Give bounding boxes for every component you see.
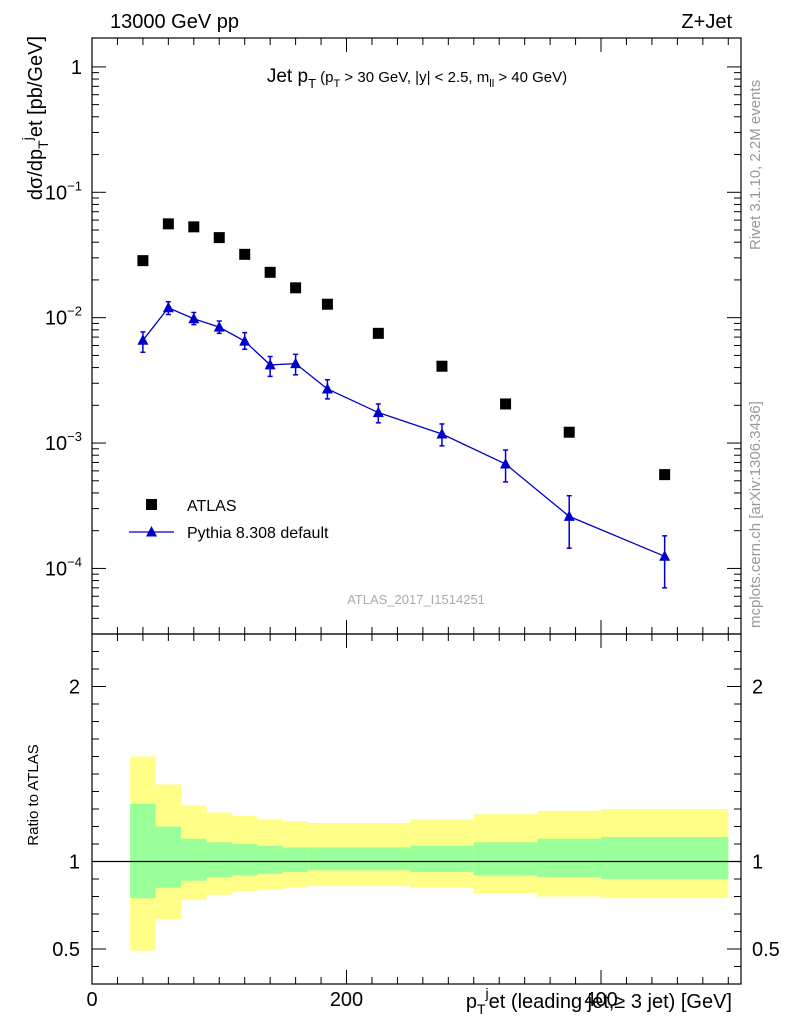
atlas-point	[290, 282, 302, 294]
atlas-point	[563, 426, 575, 438]
band-inner-bin	[206, 842, 232, 878]
atlas-point	[188, 221, 200, 233]
ratio-ylabel: Ratio to ATLAS	[25, 744, 42, 845]
pythia-point	[321, 382, 333, 394]
pythia-point	[659, 550, 671, 561]
legend: ATLAS Pythia 8.308 default	[129, 498, 329, 542]
ratio-xtick-label: 400	[584, 989, 617, 1011]
band-inner-bin	[282, 847, 309, 872]
ratio-panel: 0.5 0.5 1 1 2 2 0 200 400 Ratio to ATLAS pTjet (…	[25, 633, 780, 1017]
band-inner-bin	[257, 845, 283, 874]
title-cut-3: > 40 GeV)	[494, 69, 567, 86]
band-inner-bin	[537, 838, 602, 878]
pythia-line	[142, 306, 665, 557]
atlas-point	[659, 469, 671, 481]
pythia-point	[239, 335, 251, 346]
pythia-point	[213, 321, 225, 332]
atlas-point	[436, 360, 448, 372]
ratio-ytick-label: 0.5	[52, 939, 80, 961]
main-ytick-label: 10−1	[45, 178, 82, 204]
rivet-version-label: Rivet 3.1.10, 2.2M events	[747, 80, 764, 250]
ratio-xlabel: pTjet (leading jet,≥ 3 jet) [GeV]	[466, 985, 732, 1017]
band-inner-bin	[231, 844, 258, 876]
ratio-axes: 0.5 0.5 1 1 2 2 0 200 400	[52, 633, 780, 1011]
ratio-ytick-label: 1	[69, 852, 80, 874]
legend-label-pythia: Pythia 8.308 default	[187, 525, 329, 542]
pythia-point	[264, 358, 276, 370]
band-inner-bin	[473, 842, 538, 876]
main-series	[137, 218, 671, 589]
legend-label-atlas: ATLAS	[187, 498, 237, 515]
ylabel-part-1-sub: T	[35, 140, 51, 149]
ratio-ytick-label-right: 0.5	[752, 939, 780, 961]
legend-marker-pythia	[146, 526, 157, 537]
ratio-xtick-label: 0	[86, 989, 97, 1011]
xlabel-part-1-sup: j	[485, 985, 489, 1001]
pythia-point	[500, 458, 512, 469]
pythia-point	[188, 312, 200, 324]
atlas-point	[213, 232, 225, 244]
title-main-sub: T	[308, 76, 316, 91]
ylabel-part-2: et [pb/GeV]	[25, 36, 47, 137]
ratio-bands	[130, 756, 729, 951]
mcplots-label: mcplots.cern.ch [arXiv:1306.3436]	[747, 401, 764, 628]
atlas-point	[372, 327, 384, 339]
pythia-point	[162, 301, 174, 313]
ylabel-part-1: dσ/dp	[25, 149, 47, 200]
ratio-ytick-label-right: 2	[752, 677, 763, 699]
analysis-watermark: ATLAS_2017_I1514251	[347, 592, 485, 607]
main-title: Jet pT (pT > 30 GeV, |y| < 2.5, mll > 40…	[267, 66, 567, 91]
band-inner-bin	[346, 847, 411, 871]
atlas-point	[239, 248, 251, 260]
atlas-point	[321, 298, 333, 310]
main-panel: 110−110−210−310−4 Jet pT (pT > 30 GeV, |…	[19, 36, 742, 635]
band-inner-bin	[181, 838, 207, 881]
band-inner-bin	[130, 803, 156, 899]
atlas-point	[264, 266, 276, 278]
main-ytick-label: 1	[71, 57, 82, 79]
pythia-point	[137, 334, 149, 345]
ylabel-part-1-sup: j	[19, 137, 35, 141]
main-frame	[91, 37, 742, 635]
main-ytick-label: 10−3	[45, 429, 82, 455]
legend-marker-atlas	[146, 499, 157, 510]
atlas-point	[500, 398, 512, 410]
xlabel-part-1-sub: T	[477, 1001, 486, 1017]
title-cut-2-sub: ll	[489, 78, 494, 90]
pythia-point	[372, 406, 384, 418]
xlabel-part-2: et (leading jet,≥ 3 jet) [GeV]	[489, 991, 732, 1013]
ratio-ytick-label-right: 1	[752, 852, 763, 874]
atlas-point	[137, 255, 149, 267]
band-inner-bin	[155, 826, 182, 888]
xlabel-part-1: p	[466, 991, 477, 1013]
main-ytick-label: 10−4	[45, 554, 82, 580]
main-ylabel: dσ/dpTjet [pb/GeV]	[19, 36, 51, 200]
energy-label: 13000 GeV pp	[110, 11, 239, 33]
title-cut-2: > 30 GeV, |y| < 2.5, m	[340, 69, 489, 86]
band-inner-bin	[308, 847, 347, 871]
process-label: Z+Jet	[681, 11, 732, 33]
title-cut-1: (p	[316, 69, 334, 86]
band-inner-bin	[410, 845, 474, 872]
atlas-point	[162, 218, 174, 230]
pythia-point	[563, 510, 575, 521]
ratio-xtick-label: 200	[330, 989, 363, 1011]
main-ytick-label: 10−2	[45, 304, 82, 330]
pythia-point	[290, 357, 302, 369]
pythia-point	[436, 428, 448, 439]
title-cut-1-sub: T	[334, 78, 341, 90]
ratio-ytick-label: 2	[69, 677, 80, 699]
band-inner-bin	[601, 837, 729, 879]
title-main: Jet p	[267, 66, 308, 87]
